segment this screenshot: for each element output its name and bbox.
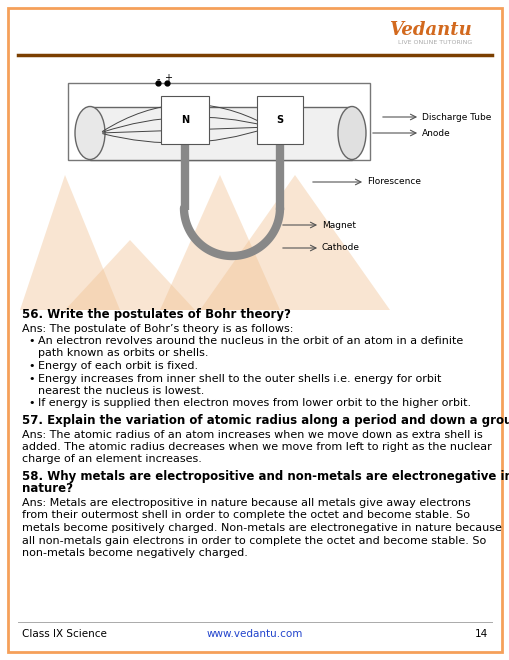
Text: •: • bbox=[28, 374, 35, 383]
Text: Anode: Anode bbox=[421, 129, 450, 137]
Text: metals become positively charged. Non-metals are electronegative in nature becau: metals become positively charged. Non-me… bbox=[22, 523, 501, 533]
Text: nearest the nucleus is lowest.: nearest the nucleus is lowest. bbox=[38, 386, 204, 396]
Ellipse shape bbox=[337, 106, 365, 160]
Text: path known as orbits or shells.: path known as orbits or shells. bbox=[38, 348, 208, 358]
Text: www.vedantu.com: www.vedantu.com bbox=[207, 629, 302, 639]
Text: Energy of each orbit is fixed.: Energy of each orbit is fixed. bbox=[38, 361, 197, 371]
Text: S: S bbox=[276, 115, 283, 125]
Text: 56. Write the postulates of Bohr theory?: 56. Write the postulates of Bohr theory? bbox=[22, 308, 290, 321]
Text: •: • bbox=[28, 361, 35, 371]
Text: 57. Explain the variation of atomic radius along a period and down a group.: 57. Explain the variation of atomic radi… bbox=[22, 414, 509, 427]
Ellipse shape bbox=[75, 106, 105, 160]
Polygon shape bbox=[160, 175, 279, 310]
Text: 58. Why metals are electropositive and non-metals are electronegative in: 58. Why metals are electropositive and n… bbox=[22, 470, 509, 483]
Text: If energy is supplied then electron moves from lower orbit to the higher orbit.: If energy is supplied then electron move… bbox=[38, 399, 470, 409]
Text: Ans: The postulate of Bohr’s theory is as follows:: Ans: The postulate of Bohr’s theory is a… bbox=[22, 323, 293, 333]
Polygon shape bbox=[200, 175, 389, 310]
Polygon shape bbox=[65, 240, 194, 310]
Text: Cathode: Cathode bbox=[321, 244, 359, 253]
Text: Vedantu: Vedantu bbox=[388, 21, 471, 39]
Text: added. The atomic radius decreases when we move from left to right as the nuclea: added. The atomic radius decreases when … bbox=[22, 442, 491, 452]
Text: non-metals become negatively charged.: non-metals become negatively charged. bbox=[22, 548, 247, 558]
Text: Magnet: Magnet bbox=[321, 220, 355, 230]
Text: Ans: The atomic radius of an atom increases when we move down as extra shell is: Ans: The atomic radius of an atom increa… bbox=[22, 430, 482, 440]
Text: Ans: Metals are electropositive in nature because all metals give away electrons: Ans: Metals are electropositive in natur… bbox=[22, 498, 470, 508]
Text: An electron revolves around the nucleus in the orbit of an atom in a definite: An electron revolves around the nucleus … bbox=[38, 336, 462, 346]
Text: Florescence: Florescence bbox=[366, 178, 420, 187]
Text: •: • bbox=[28, 399, 35, 409]
Text: LIVE ONLINE TUTORING: LIVE ONLINE TUTORING bbox=[397, 40, 471, 44]
Text: -: - bbox=[156, 74, 159, 84]
Polygon shape bbox=[20, 175, 120, 310]
Text: Discharge Tube: Discharge Tube bbox=[421, 112, 490, 121]
Text: Class IX Science: Class IX Science bbox=[22, 629, 107, 639]
Text: •: • bbox=[28, 336, 35, 346]
Text: nature?: nature? bbox=[22, 482, 73, 496]
Bar bbox=[68, 83, 369, 160]
Text: N: N bbox=[181, 115, 189, 125]
Bar bbox=[90, 107, 351, 160]
Text: charge of an element increases.: charge of an element increases. bbox=[22, 455, 202, 465]
Text: +: + bbox=[164, 73, 172, 83]
Text: all non-metals gain electrons in order to complete the octet and become stable. : all non-metals gain electrons in order t… bbox=[22, 535, 485, 546]
Text: 14: 14 bbox=[474, 629, 487, 639]
Text: Energy increases from inner shell to the outer shells i.e. energy for orbit: Energy increases from inner shell to the… bbox=[38, 374, 440, 383]
Text: from their outermost shell in order to complete the octet and become stable. So: from their outermost shell in order to c… bbox=[22, 510, 469, 521]
